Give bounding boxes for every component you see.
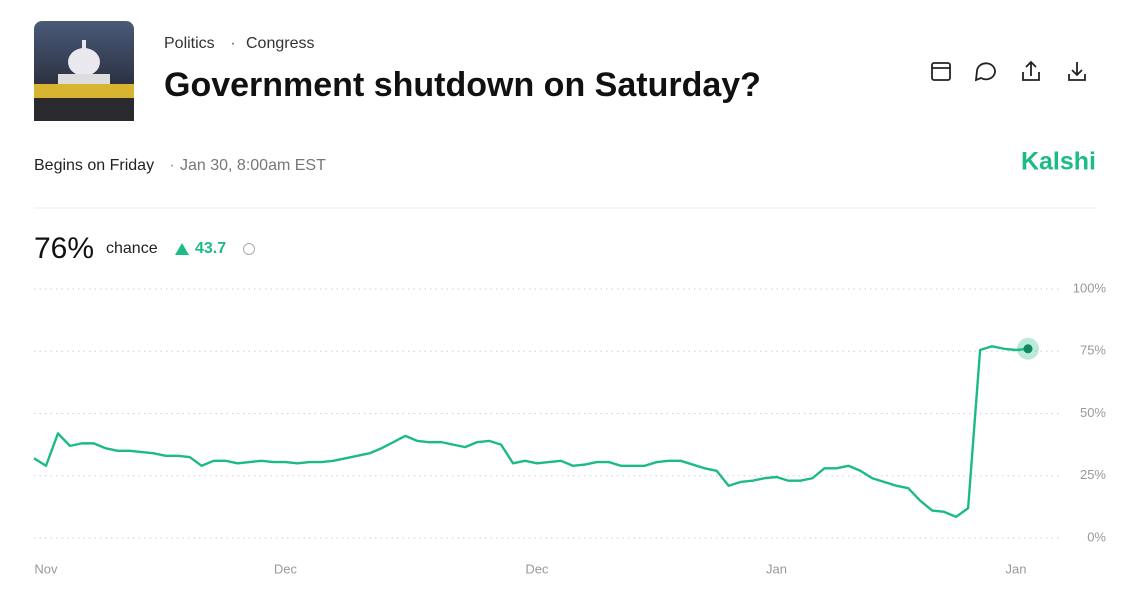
x-tick-label: Dec xyxy=(274,561,298,576)
x-tick-label: Dec xyxy=(525,561,549,576)
comment-icon[interactable] xyxy=(974,62,996,82)
x-tick-label: Jan xyxy=(766,561,787,576)
x-tick-label: Nov xyxy=(34,561,58,576)
chance-label: chance xyxy=(106,240,158,257)
begins-text: Begins on Friday xyxy=(34,157,154,174)
info-icon[interactable] xyxy=(243,243,255,255)
y-tick-label: 25% xyxy=(1080,467,1106,482)
thumbnail xyxy=(34,21,134,121)
download-icon[interactable] xyxy=(1068,62,1086,81)
brand[interactable]: Kalshi xyxy=(1021,148,1096,176)
y-tick-label: 0% xyxy=(1087,529,1106,544)
market-title: Government shutdown on Saturday? xyxy=(164,66,761,104)
up-arrow xyxy=(175,243,189,255)
y-tick-label: 100% xyxy=(1073,280,1107,295)
y-tick-label: 75% xyxy=(1080,343,1106,358)
x-tick-label: Jan xyxy=(1006,561,1027,576)
calendar-icon[interactable] xyxy=(931,62,951,81)
line xyxy=(33,345,1029,519)
action-icons[interactable] xyxy=(931,60,1086,82)
y-tick-label: 50% xyxy=(1080,405,1106,420)
separator: · xyxy=(230,35,235,52)
last-point xyxy=(1023,344,1033,354)
date-text: Jan 30, 8:00am EST xyxy=(180,157,326,174)
chance-value: 76% xyxy=(34,232,94,265)
separator: · xyxy=(169,157,174,174)
breadcrumb[interactable]: Politics xyxy=(164,35,215,52)
change-value: 43.7 xyxy=(195,240,226,257)
breadcrumb[interactable]: Congress xyxy=(246,35,314,52)
plot: 0% 25% 50% 75% 100% Nov Dec Dec Jan Jan xyxy=(33,280,1107,576)
share-icon[interactable] xyxy=(1022,60,1040,81)
